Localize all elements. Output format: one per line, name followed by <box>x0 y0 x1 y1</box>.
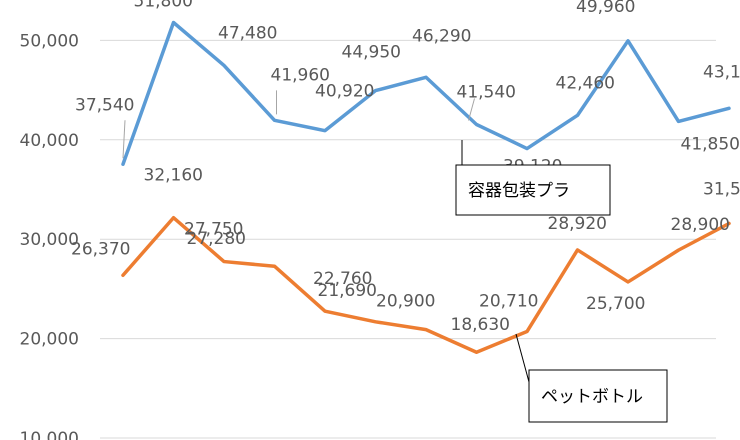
y-tick-label: 10,000 <box>20 429 79 440</box>
callout-leader <box>515 333 530 383</box>
y-tick-label: 40,000 <box>20 131 79 151</box>
y-tick-label: 50,000 <box>20 31 79 51</box>
data-label: 41,540 <box>457 82 516 102</box>
data-label: 41,850 <box>681 134 740 154</box>
data-label: 26,370 <box>71 239 130 259</box>
data-label: 42,460 <box>556 73 615 93</box>
data-label: 32,160 <box>144 166 203 186</box>
leader-lines <box>122 90 475 159</box>
data-label: 43,170 <box>703 62 740 82</box>
gridlines <box>100 39 716 439</box>
data-label: 20,710 <box>479 292 538 312</box>
leader-line <box>468 98 475 121</box>
leader-line <box>122 120 126 159</box>
y-tick-label: 20,000 <box>20 330 79 350</box>
y-axis-ticks: 10,000 20,000 30,000 40,000 50,000 <box>20 31 79 440</box>
series-line-1 <box>121 20 731 167</box>
series-line-2 <box>121 215 731 354</box>
data-label: 18,630 <box>451 315 510 335</box>
callout-box <box>455 164 611 216</box>
data-label: 51,800 <box>134 0 193 12</box>
data-label: 41,960 <box>271 65 330 85</box>
data-label: 25,700 <box>586 294 645 314</box>
data-label: 21,690 <box>318 281 377 301</box>
data-label: 20,900 <box>376 292 435 312</box>
data-label: 37,540 <box>75 95 134 115</box>
data-label: 28,900 <box>671 215 730 235</box>
series-name-label: ペットボトル <box>541 387 643 407</box>
series-name-label: 容器包装プラ <box>468 181 570 201</box>
data-label: 31,580 <box>703 179 740 199</box>
data-label: 49,960 <box>576 0 635 17</box>
data-label: 22,760 <box>313 269 372 289</box>
data-label: 44,950 <box>342 43 401 63</box>
data-label: 27,750 <box>184 220 243 240</box>
data-label: 40,920 <box>315 82 374 102</box>
callout-box <box>528 369 668 423</box>
data-label: 46,290 <box>412 26 471 46</box>
data-label: 27,280 <box>187 229 246 249</box>
data-label: 47,480 <box>218 23 277 43</box>
series-lines <box>121 20 731 354</box>
y-tick-label: 30,000 <box>20 230 79 250</box>
data-label: 28,920 <box>548 214 607 234</box>
